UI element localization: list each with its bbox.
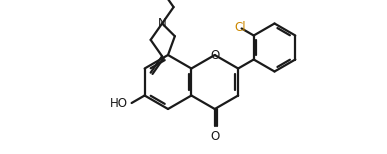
Text: O: O <box>210 130 219 143</box>
Text: N: N <box>158 17 166 30</box>
Text: Cl: Cl <box>234 21 246 34</box>
Text: O: O <box>210 49 219 61</box>
Text: HO: HO <box>110 97 128 110</box>
